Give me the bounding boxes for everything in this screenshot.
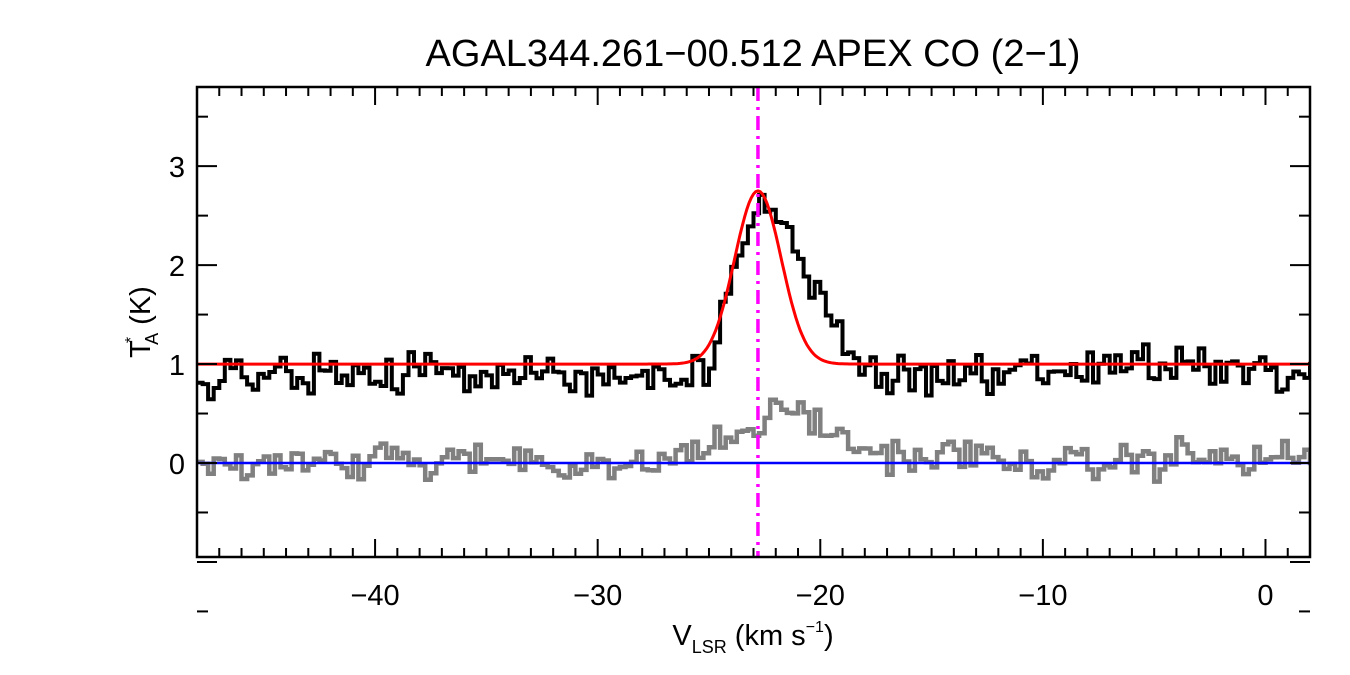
plot-area — [195, 85, 1312, 613]
x-tick-label: −20 — [796, 580, 845, 612]
x-axis-label: VLSR (km s−1) — [672, 619, 833, 657]
x-tick-label: −40 — [350, 580, 399, 612]
gaussian-fit-line — [197, 189, 1310, 366]
tick-layer — [197, 87, 1311, 613]
y-tick-label: 2 — [169, 251, 185, 283]
chart-title: AGAL344.261−00.512 APEX CO (2−1) — [426, 33, 1081, 75]
plot-frame — [195, 85, 1312, 559]
y-tick-label: 1 — [169, 350, 185, 382]
y-axis-label: T* A (K) — [123, 286, 162, 358]
y-tick-label: 0 — [169, 449, 185, 481]
spectrum-series-0 — [197, 192, 1310, 402]
x-tick-label: −30 — [573, 580, 622, 612]
spectrum-series-1 — [197, 397, 1310, 484]
series-layer — [197, 87, 1310, 557]
x-tick-label: 0 — [1257, 580, 1273, 612]
x-tick-label: −10 — [1018, 580, 1067, 612]
y-tick-label: 3 — [169, 152, 185, 184]
